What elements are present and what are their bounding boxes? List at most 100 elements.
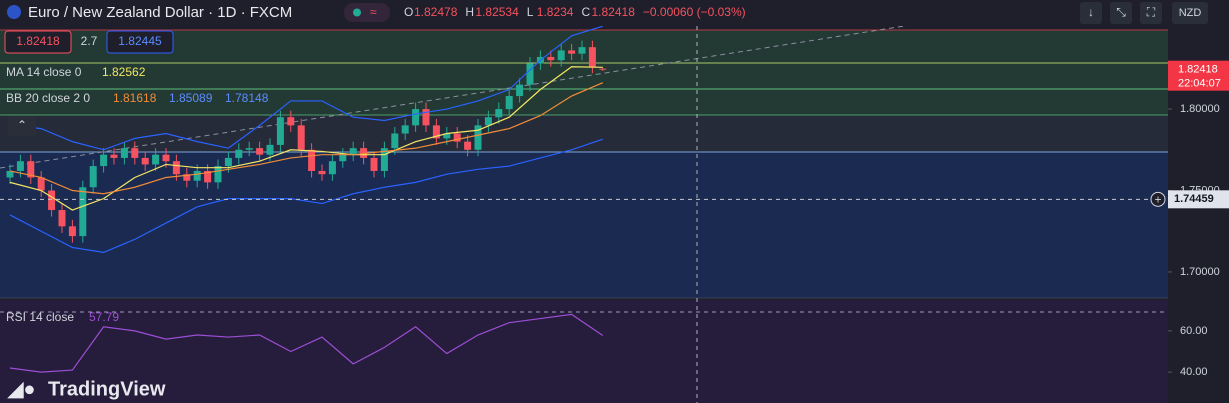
indicator-line [9,82,604,195]
candle-body [453,133,461,142]
candle-body [141,157,149,165]
candle-body [443,133,451,139]
candle-body [79,187,87,237]
candle-body [287,117,295,126]
ohlc-value: 1.82418 [591,5,635,19]
button[interactable] [1110,2,1132,24]
candle-body [27,161,35,178]
last-price-box [1168,60,1229,91]
trend-line [0,0,1071,169]
bid: 1.82418 [16,34,60,48]
candle-body [484,117,492,126]
candle-body [474,125,482,150]
button[interactable] [1080,2,1102,24]
candle-body [432,125,440,139]
candle-body [183,174,191,181]
button-icon: ↓ [1088,5,1094,19]
crosshair-plus-icon: + [1154,192,1161,206]
candle-body [380,148,388,171]
candle-body [235,149,243,158]
status-icon: ≈ [370,5,377,19]
candle-body [68,226,76,237]
bb-basis-value: 1.81618 [113,91,157,105]
market-open [353,8,361,17]
sell-button[interactable] [4,30,72,54]
rsi-line [9,313,604,373]
ohlc-label: H [465,5,474,19]
candle-body [16,161,24,171]
brand: TradingView [48,378,166,400]
button[interactable] [1140,2,1162,24]
candle-body [172,161,180,175]
buy-button[interactable] [106,30,174,54]
bb-lower-value: 1.78148 [225,91,269,105]
candle-body [204,170,212,183]
rsi-tick-label: 40.00 [1180,366,1208,378]
candle-body [6,170,14,178]
rsi-pane [0,300,1168,403]
candle-body [224,157,232,167]
button-icon: ⛶ [1146,5,1156,19]
change: −0.00060 (−0.03%) [643,5,746,19]
rsi-value: 57.79 [89,310,119,324]
status-pill[interactable] [344,3,390,22]
candle-body [37,177,45,191]
candle-body [391,133,399,149]
candle-body [214,166,222,183]
rsi-tick-label: 60.00 [1180,325,1208,337]
candle-body [339,154,347,162]
candle-body [547,56,555,61]
candle-body [526,63,534,85]
ohlc-label: O [404,5,413,19]
last-price: 1.82418 [1178,64,1218,76]
candle-body [131,148,139,158]
candle-body [193,170,201,181]
zone-green [0,30,1168,115]
brand-logo: ◢● [7,378,35,400]
candle-body [516,84,524,97]
symbol-title[interactable]: Euro / New Zealand Dollar · 1D · FXCM [28,4,292,21]
candle-body [276,117,284,145]
candle-body [412,109,420,126]
candle-body [110,154,118,158]
candle-body [297,125,305,150]
ask: 1.82445 [118,34,162,48]
ma-legend: MA 14 close 0 [6,65,82,79]
candle-body [89,166,97,188]
candle-body [256,148,264,155]
collapse-icon: ⌃ [17,118,27,132]
ma-value: 1.82562 [102,65,146,79]
bb-upper-value: 1.85089 [169,91,213,105]
ohlc-value: 1.82478 [414,5,458,19]
indicator-line [9,138,603,254]
candle-body [328,161,336,175]
candle-body [401,125,409,134]
countdown: 22:04:07 [1178,78,1221,90]
candle-body [266,144,274,155]
ohlc-label: C [581,5,590,19]
crosshair-label: 1.74459 [1174,193,1214,205]
header-bar [0,0,1168,26]
candle-body [318,170,326,175]
candle-body [557,50,565,61]
candle-body [422,109,430,126]
y-tick-label: 1.70000 [1180,266,1220,278]
collapse-button[interactable] [8,116,36,136]
indicator-line [9,25,603,151]
spread: 2.7 [81,34,98,48]
candle-body [495,109,503,118]
indicator-line [9,66,603,211]
button-icon: ⤡ [1116,5,1126,19]
candle-body [58,210,66,227]
currency: NZD [1179,7,1202,19]
candle-body [120,148,128,158]
currency-button[interactable] [1172,2,1208,24]
candle-body [162,154,170,162]
candle-body [464,141,472,150]
ohlc-value: 1.82534 [475,5,519,19]
candle-body [568,50,576,54]
bb-legend: BB 20 close 2 0 [6,91,90,105]
candle-body [505,96,513,110]
crosshair-box [1168,190,1229,209]
